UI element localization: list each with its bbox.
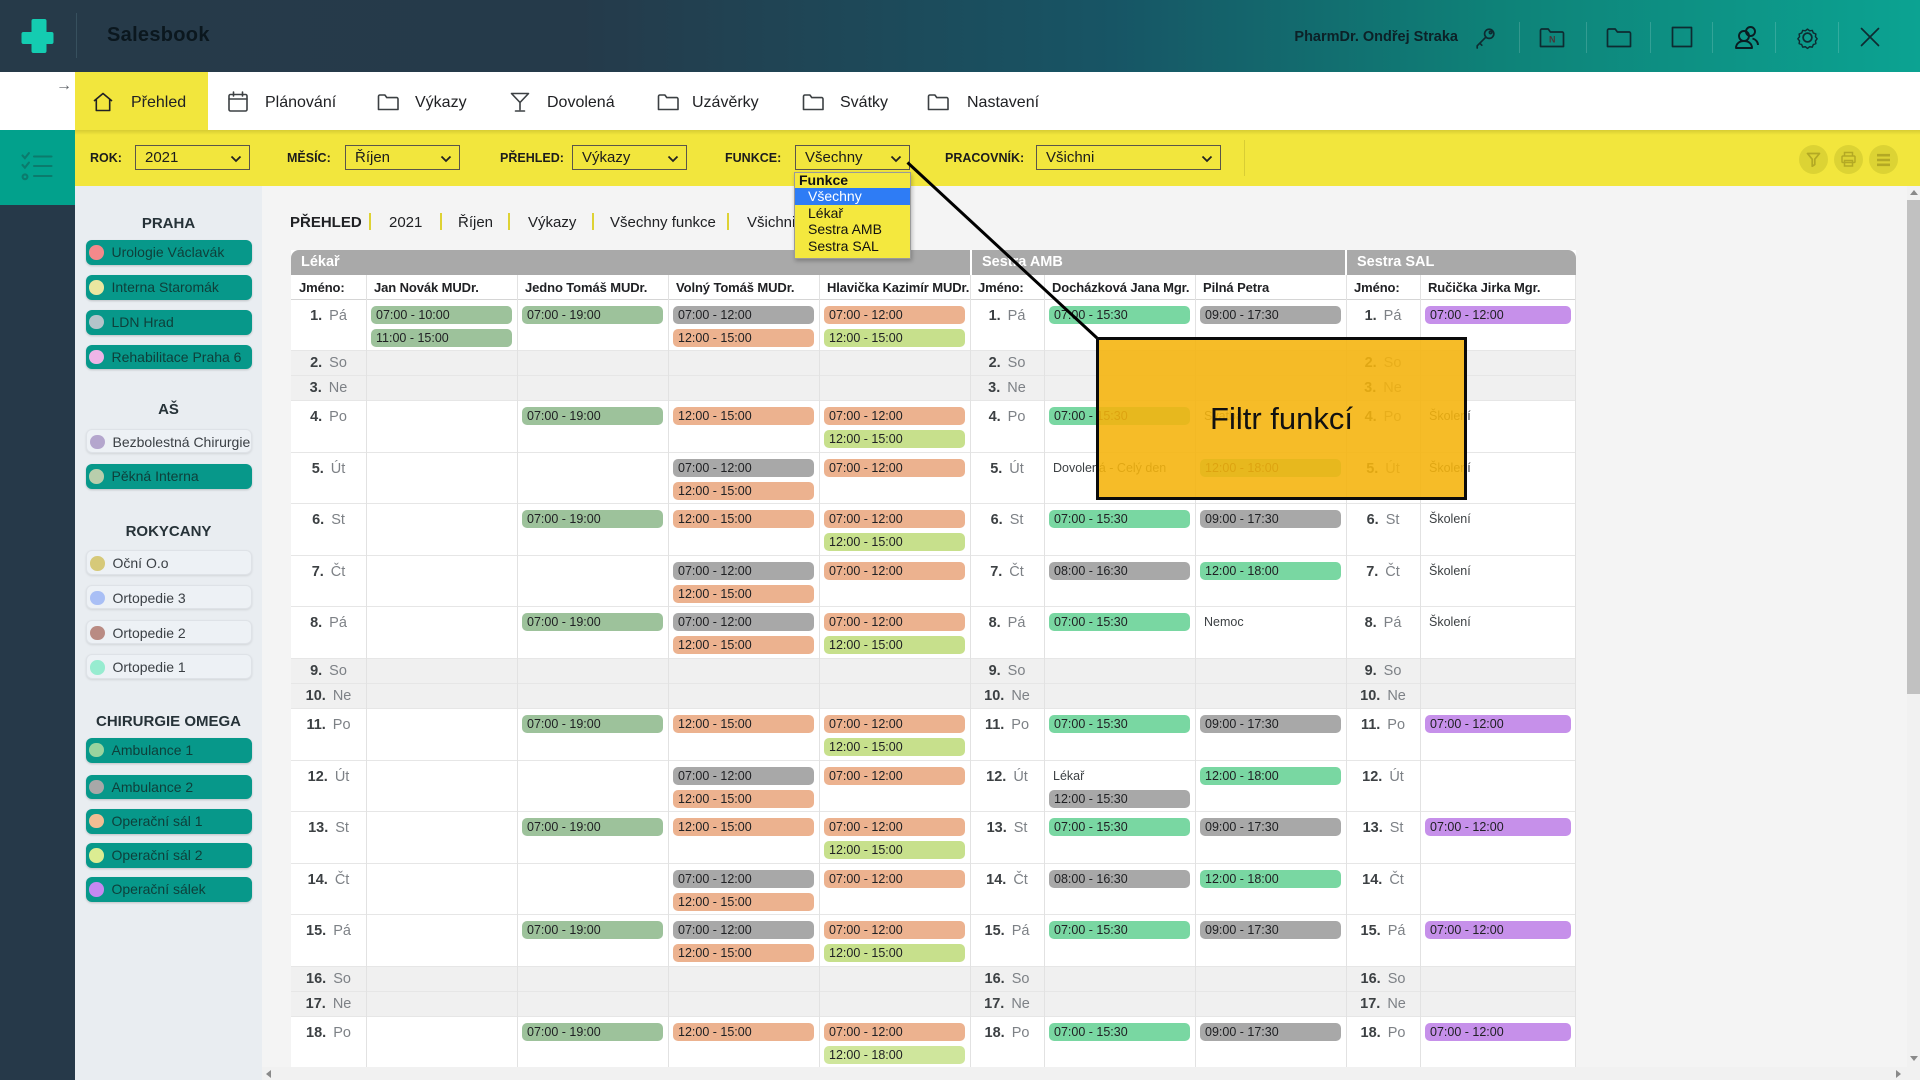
svg-text:N: N: [1549, 35, 1556, 45]
